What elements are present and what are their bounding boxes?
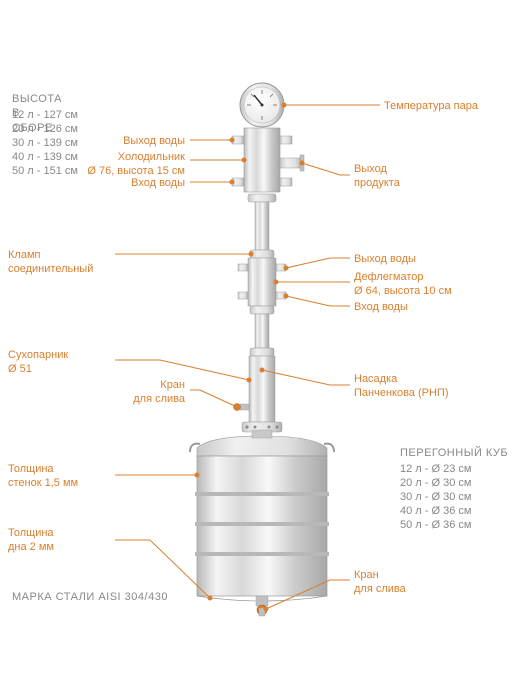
label-product-out: Выход продукта	[354, 162, 434, 191]
cube-row-2: 30 л - Ø 30 см	[400, 490, 471, 504]
cube-row-0: 12 л - Ø 23 см	[400, 462, 471, 476]
label-water-in-mid: Вход воды	[354, 300, 444, 314]
height-row-1: 20 л - 126 см	[12, 122, 78, 136]
height-row-3: 40 л - 139 см	[12, 150, 78, 164]
label-water-out-top: Выход воды	[115, 134, 185, 148]
cube-row-3: 40 л - Ø 36 см	[400, 504, 471, 518]
cube-row-1: 20 л - Ø 30 см	[400, 476, 471, 490]
label-panchenkov: Насадка Панченкова (РНП)	[354, 372, 484, 401]
label-drain-valve-2: Кран для слива	[354, 568, 434, 597]
label-bottom-thickness: Толщина дна 2 мм	[8, 526, 112, 555]
label-drypot: Сухопарник Ø 51	[8, 348, 112, 377]
height-row-2: 30 л - 139 см	[12, 136, 78, 150]
cube-row-4: 50 л - Ø 36 см	[400, 518, 471, 532]
label-water-in-top: Вход воды	[115, 176, 185, 190]
height-row-0: 12 л - 127 см	[12, 108, 78, 122]
label-steam-temp: Температура пара	[384, 99, 514, 113]
distiller-diagram: ВЫСОТА В СБОРЕ 12 л - 127 см 20 л - 126 …	[0, 0, 525, 700]
label-cooler: Холодильник Ø 76, высота 15 см	[85, 150, 185, 179]
label-water-out-mid: Выход воды	[354, 252, 444, 266]
height-row-4: 50 л - 151 см	[12, 164, 78, 178]
label-clamp: Кламп соединительный	[8, 248, 112, 277]
label-wall-thickness: Толщина стенок 1,5 мм	[8, 462, 112, 491]
steel-grade: МАРКА СТАЛИ AISI 304/430	[12, 590, 168, 604]
label-drain-valve: Кран для слива	[125, 378, 185, 407]
cube-title: ПЕРЕГОННЫЙ КУБ	[400, 446, 508, 460]
label-dephlegmator: Дефлегматор Ø 64, высота 10 см	[354, 270, 484, 299]
